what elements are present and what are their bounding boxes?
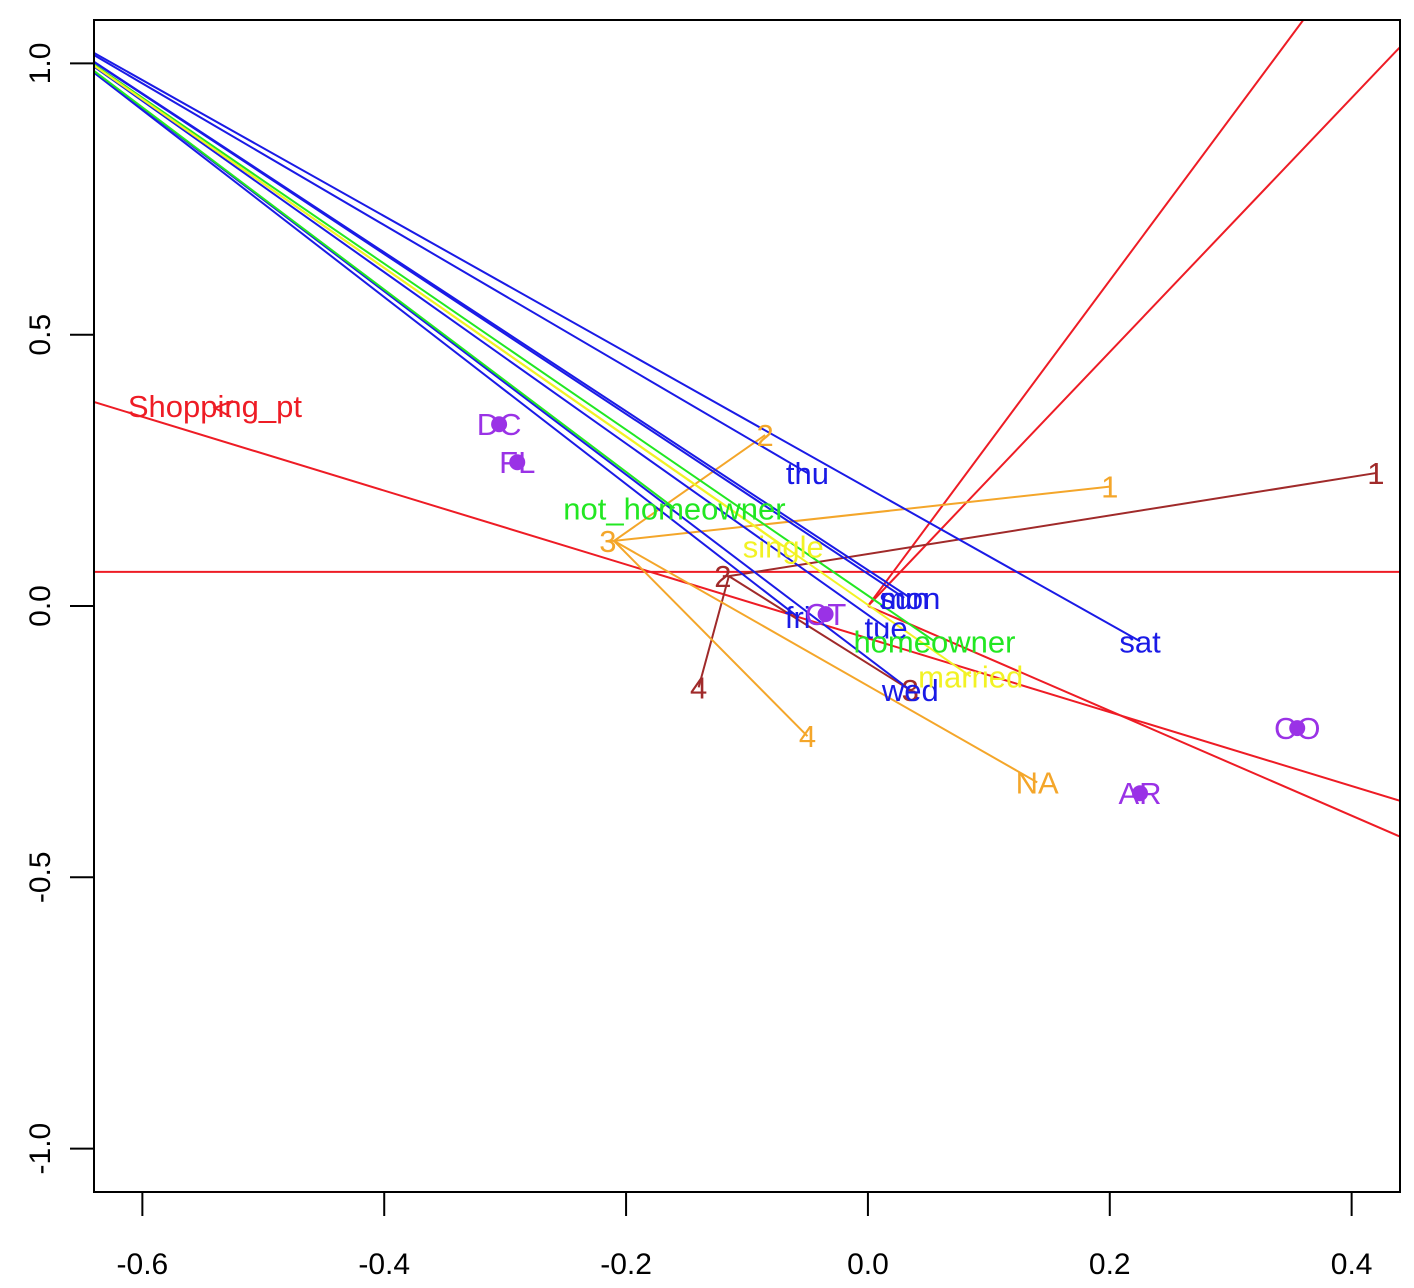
group6-ct-label: CT xyxy=(805,597,846,632)
group1-3-label: 3 xyxy=(902,673,919,708)
group2-na-connector xyxy=(613,540,1038,784)
group1-4-connector xyxy=(697,575,730,688)
group3-mon-connector xyxy=(94,60,911,599)
category-connectors xyxy=(94,51,1376,784)
group6-dc-label: DC xyxy=(477,407,522,442)
group6-dc-point xyxy=(491,416,508,433)
group3-sat-connector xyxy=(94,51,1141,643)
group3-thu-label: thu xyxy=(786,456,829,491)
group2-1-label: 1 xyxy=(1101,470,1118,505)
group3-sat-label: sat xyxy=(1119,624,1161,659)
arrow-shopping-pt-head xyxy=(212,400,234,418)
group2-4-connector xyxy=(613,540,809,737)
group1-3-connector xyxy=(728,575,911,691)
y-tick-label-4: 0.5 xyxy=(24,314,57,356)
group3-mon-label: mon xyxy=(880,581,940,616)
group6-co-label: CO xyxy=(1274,711,1321,746)
group3-wed-label: wed xyxy=(881,673,939,708)
x-tick-label-6: 0.4 xyxy=(1331,1248,1373,1281)
x-tick-label-3: -0.2 xyxy=(600,1248,652,1281)
group1-4-label: 4 xyxy=(690,670,707,705)
group6-fl-label: FL xyxy=(499,445,535,480)
group4-not-homeowner-label: not_homeowner xyxy=(563,491,785,526)
reference-line-5 xyxy=(867,605,1400,838)
group2-2-label: 2 xyxy=(757,418,774,453)
group6-co-point xyxy=(1289,720,1306,737)
group6-ar-label: AR xyxy=(1118,776,1161,811)
group4-not-homeowner-connector xyxy=(94,69,676,510)
y-tick-label-2: -0.5 xyxy=(24,851,57,903)
reference-lines xyxy=(94,20,1400,838)
group1-2-label: 2 xyxy=(714,559,731,594)
reference-line-3 xyxy=(867,46,1400,607)
x-tick-label-5: 0.2 xyxy=(1089,1248,1131,1281)
group5-married-label: married xyxy=(918,660,1023,695)
y-tick-label-3: 0.0 xyxy=(24,585,57,627)
group2-4-label: 4 xyxy=(799,719,816,754)
group3-tue-label: tue xyxy=(865,611,908,646)
group5-single-label: single xyxy=(743,529,824,564)
group2-3-label: 3 xyxy=(599,524,616,559)
group3-sun-label: sun xyxy=(879,581,929,616)
group4-homeowner-connector xyxy=(94,63,936,643)
group4-homeowner-label: homeowner xyxy=(853,624,1015,659)
group6-ar-point xyxy=(1132,785,1149,802)
state-markers xyxy=(491,416,1306,802)
group6-fl-point xyxy=(509,454,526,471)
group3-fri-connector xyxy=(94,71,799,618)
group1-1-label: 1 xyxy=(1367,456,1384,491)
group5-married-connector xyxy=(94,64,972,678)
group6-ct-point xyxy=(817,606,834,623)
x-tick-label-2: -0.4 xyxy=(358,1248,410,1281)
group3-thu-connector xyxy=(94,53,808,474)
group2-1-connector xyxy=(613,485,1110,542)
reference-line-2 xyxy=(94,401,1400,802)
x-tick-label-4: 0.0 xyxy=(847,1248,889,1281)
y-tick-label-5: 1.0 xyxy=(24,43,57,85)
group3-tue-connector xyxy=(94,65,887,629)
group1-1-connector xyxy=(728,472,1376,578)
group3-fri-label: fri xyxy=(785,600,811,635)
reference-line-4 xyxy=(867,20,1305,607)
y-tick-label-1: -1.0 xyxy=(24,1123,57,1175)
x-tick-label-1: -0.6 xyxy=(117,1248,169,1281)
plot-frame xyxy=(93,19,1401,1193)
arrow-shopping-pt-label: Shopping_pt xyxy=(128,389,302,424)
group2-na-label: NA xyxy=(1016,765,1059,800)
